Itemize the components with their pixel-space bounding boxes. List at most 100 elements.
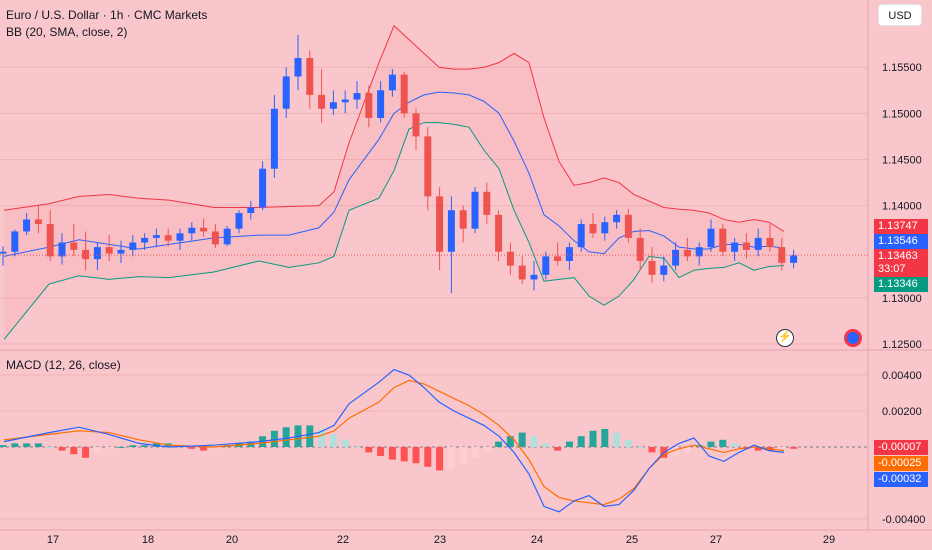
macd-histogram-bar [353, 447, 361, 448]
macd-histogram-bar [530, 436, 538, 447]
price-tick-label: 1.15000 [882, 108, 922, 120]
candle-body [0, 251, 7, 254]
macd-signal-line [3, 379, 785, 506]
candle-body [341, 99, 349, 103]
price-tag-bb-basis: 1.13546 [874, 234, 928, 249]
macd-histogram-bar [365, 447, 373, 453]
macd-histogram-bar [105, 447, 113, 449]
candle-body [152, 235, 160, 238]
macd-histogram-bar [34, 443, 42, 447]
candle-body [70, 242, 78, 250]
macd-histogram-bar [200, 447, 208, 451]
macd-histogram-bar [400, 447, 408, 462]
price-tick-label: 1.15500 [882, 62, 922, 74]
price-tag-last: 1.13463 [874, 249, 928, 264]
candle-body [318, 94, 326, 109]
macd-histogram-bar [93, 447, 101, 453]
macd-histogram-bar [613, 432, 621, 447]
bollinger-indicator-label[interactable]: BB (20, SMA, close, 2) [6, 25, 128, 39]
candle-body [530, 274, 538, 280]
bb-basis-line [3, 91, 785, 257]
candle-body [34, 219, 42, 225]
macd-histogram-bar [46, 447, 54, 448]
macd-histogram-bar [707, 441, 715, 447]
candle-body [282, 76, 290, 109]
macd-tag-histogram: -0.00007 [874, 440, 928, 455]
macd-histogram-bar [506, 436, 514, 447]
candle-body [117, 249, 125, 254]
candle-body [483, 191, 491, 215]
macd-histogram-bar [329, 434, 337, 447]
candle-body [365, 93, 373, 118]
currency-button[interactable]: USD [878, 4, 922, 26]
candle-body [129, 242, 137, 250]
macd-histogram-bar [23, 443, 31, 447]
macd-histogram-bar [58, 447, 66, 451]
candle-body [11, 231, 19, 252]
macd-histogram-bar [518, 432, 526, 447]
macd-indicator-label[interactable]: MACD (12, 26, close) [6, 358, 121, 372]
price-tick-label: 1.12500 [882, 339, 922, 351]
candle-body [754, 237, 762, 250]
macd-histogram-bar [341, 439, 349, 447]
candle-body [93, 247, 101, 260]
time-tick-label: 18 [142, 534, 154, 546]
candle-body [270, 108, 278, 169]
candle-body [247, 207, 255, 213]
time-tick-label: 25 [626, 534, 638, 546]
candle-body [329, 102, 337, 109]
candle-body [554, 256, 562, 261]
candle-body [613, 214, 621, 223]
candle-body [176, 233, 184, 241]
macd-histogram-bar [601, 429, 609, 447]
macd-histogram-bar [141, 445, 149, 447]
candle-body [624, 214, 632, 238]
candle-body [164, 235, 172, 241]
candle-body [719, 228, 727, 252]
macd-histogram-bar [459, 447, 467, 464]
candle-body [306, 58, 314, 95]
macd-histogram-bar [754, 447, 762, 451]
candle-body [577, 224, 585, 248]
macd-histogram-bar [790, 447, 798, 449]
candle-body [495, 214, 503, 252]
time-tick-label: 27 [710, 534, 722, 546]
candle-body [506, 251, 514, 266]
lightning-icon[interactable]: ⚡ [776, 329, 794, 347]
candle-body [518, 265, 526, 280]
price-tag-bb-upper: 1.13747 [874, 219, 928, 234]
macd-histogram-bar [188, 447, 196, 449]
candle-body [731, 242, 739, 252]
macd-histogram-bar [495, 441, 503, 447]
macd-histogram-bar [672, 447, 680, 456]
price-tick-label: 1.14500 [882, 154, 922, 166]
candle-body [778, 247, 786, 263]
candle-body [188, 227, 196, 234]
macd-histogram-bar [0, 445, 7, 447]
macd-tick-label: 0.00400 [882, 370, 922, 382]
candle-body [294, 58, 302, 77]
candle-body [377, 90, 385, 118]
time-tick-label: 24 [531, 534, 543, 546]
macd-histogram-bar [447, 447, 455, 469]
macd-histogram-bar [436, 447, 444, 471]
macd-tag-macd: -0.00032 [874, 472, 928, 487]
bb-lower-line [3, 122, 785, 340]
macd-histogram-bar [318, 429, 326, 447]
chart-title: Euro / U.S. Dollar · 1h · CMC Markets [6, 8, 208, 22]
bb-band-fill [4, 25, 784, 340]
macd-histogram-bar [388, 447, 396, 460]
time-tick-label: 22 [337, 534, 349, 546]
macd-tag-signal: -0.00025 [874, 456, 928, 471]
candle-body [412, 113, 420, 137]
candle-body [82, 249, 90, 260]
macd-histogram-bar [11, 443, 19, 447]
macd-histogram-bar [648, 447, 656, 453]
candle-body [660, 265, 668, 275]
economic-events-icon[interactable] [844, 329, 862, 347]
candle-body [211, 231, 219, 245]
macd-histogram-bar [82, 447, 90, 458]
price-tick-label: 1.13000 [882, 293, 922, 305]
candle-body [58, 242, 66, 257]
